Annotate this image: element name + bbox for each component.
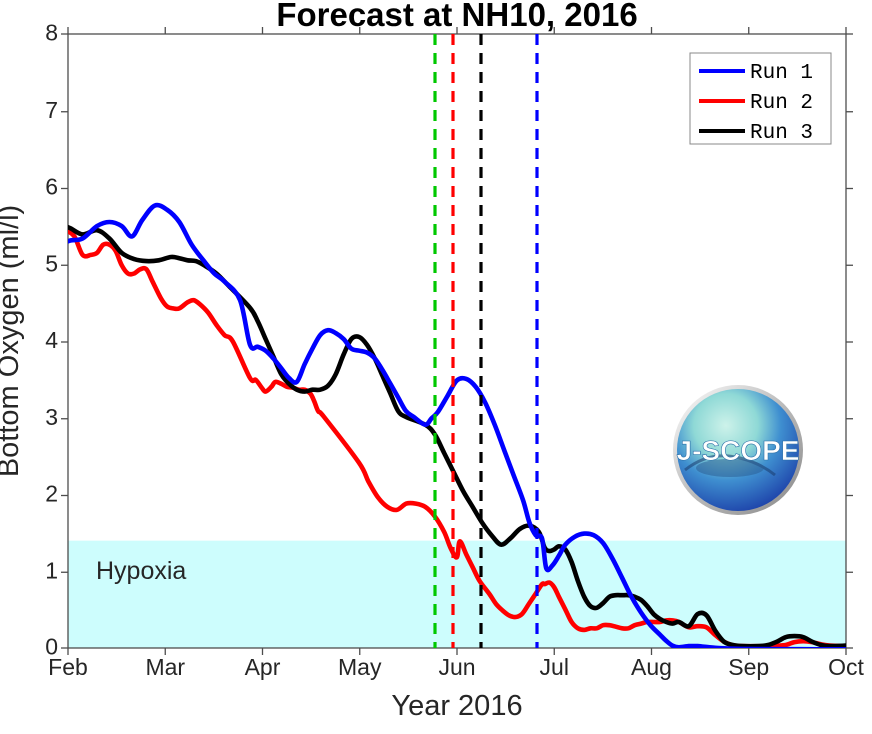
- svg-text:Jul: Jul: [540, 654, 569, 680]
- svg-text:Jun: Jun: [438, 654, 475, 680]
- svg-text:J-SCOPE: J-SCOPE: [677, 435, 800, 466]
- svg-text:2: 2: [45, 481, 58, 507]
- svg-text:6: 6: [45, 174, 58, 200]
- svg-text:3: 3: [45, 404, 58, 430]
- svg-text:5: 5: [45, 250, 58, 276]
- svg-text:4: 4: [45, 327, 58, 353]
- svg-text:8: 8: [45, 20, 58, 46]
- svg-text:Year 2016: Year 2016: [391, 690, 522, 722]
- svg-text:Bottom Oxygen (ml/l): Bottom Oxygen (ml/l): [0, 205, 25, 477]
- svg-text:May: May: [338, 654, 382, 680]
- svg-text:Run 3: Run 3: [750, 122, 813, 145]
- svg-text:7: 7: [45, 97, 58, 123]
- svg-text:Run 2: Run 2: [750, 92, 813, 115]
- svg-text:Mar: Mar: [145, 654, 185, 680]
- svg-text:Oct: Oct: [828, 654, 864, 680]
- svg-text:Forecast at NH10, 2016: Forecast at NH10, 2016: [276, 0, 637, 33]
- svg-text:Feb: Feb: [48, 654, 88, 680]
- svg-text:Sep: Sep: [728, 654, 769, 680]
- svg-text:1: 1: [45, 557, 58, 583]
- svg-text:Run 1: Run 1: [750, 62, 813, 85]
- svg-text:Aug: Aug: [631, 654, 672, 680]
- svg-text:Apr: Apr: [245, 654, 281, 680]
- svg-text:Hypoxia: Hypoxia: [96, 557, 186, 585]
